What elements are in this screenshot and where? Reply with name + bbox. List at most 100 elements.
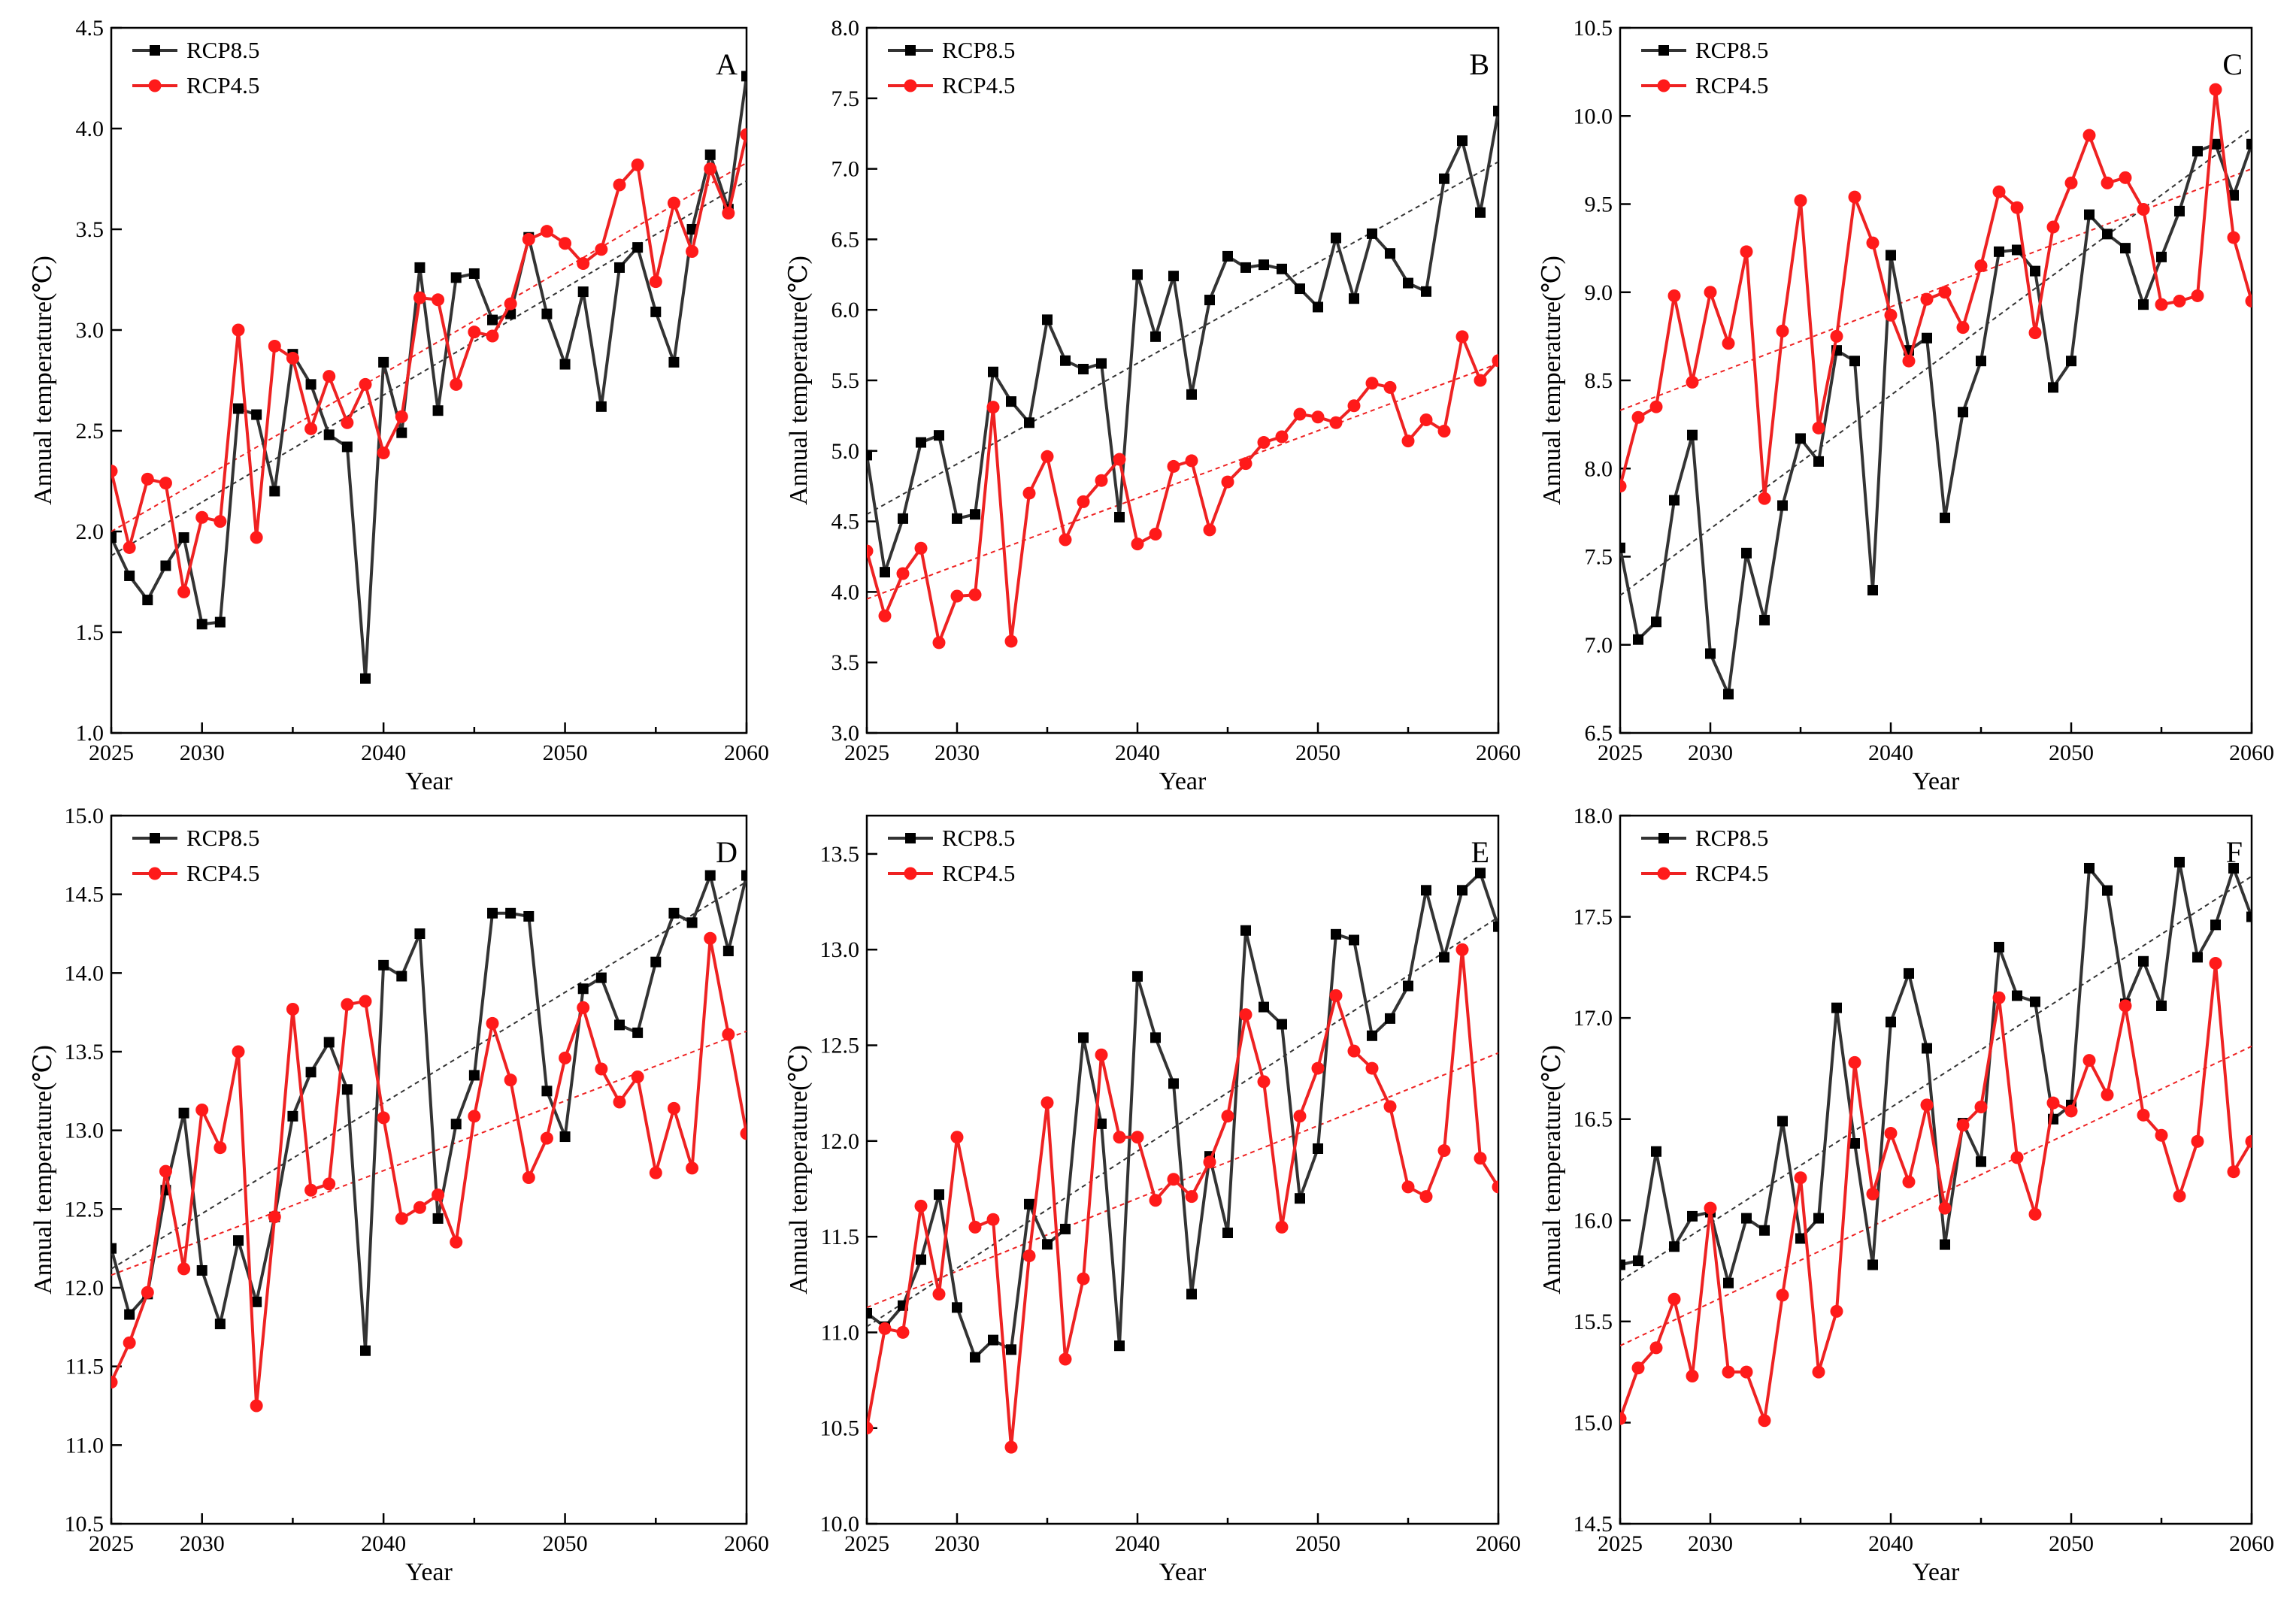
y-tick-label: 16.0 [1574, 1208, 1613, 1233]
data-point-square [2066, 356, 2076, 367]
data-point-circle [704, 931, 717, 945]
data-point-circle [1040, 1096, 1054, 1110]
data-point-circle [2209, 83, 2222, 96]
series-line-rcp45 [1620, 88, 2252, 501]
data-point-circle [1455, 330, 1469, 344]
data-point-circle [2137, 203, 2150, 217]
data-point-circle [649, 1166, 662, 1179]
y-tick-label: 14.5 [1574, 1512, 1613, 1537]
y-tick-label: 14.5 [65, 883, 105, 907]
x-tick-label: 2030 [180, 1531, 225, 1556]
data-point-circle [577, 257, 590, 271]
legend-marker-square [1658, 833, 1669, 843]
data-point-circle [1022, 486, 1036, 500]
data-point-circle [1077, 495, 1090, 508]
panel-d: 10.5 11.0 11.5 12.0 12.5 13.0 13.5 14.0 14.5 15.0… [29, 804, 769, 1586]
x-tick-label: 2050 [2049, 1531, 2094, 1556]
data-point-circle [1329, 989, 1343, 1002]
data-point-square [1349, 934, 1359, 946]
data-point-circle [2010, 201, 2024, 214]
data-point-square [916, 1254, 926, 1265]
legend-marker-square [905, 833, 916, 843]
data-point-circle [1974, 259, 1988, 273]
data-point-square [1651, 1146, 1661, 1157]
data-point-square [1078, 1032, 1089, 1043]
data-point-square [2048, 382, 2058, 393]
legend: RCP8.5 RCP4.5 [132, 825, 259, 886]
data-point-square [1186, 389, 1197, 400]
data-point-circle [559, 237, 572, 250]
data-point-square [686, 224, 698, 235]
series-line-rcp85 [867, 111, 1498, 574]
data-point-circle [1365, 377, 1379, 390]
data-point-circle [1437, 1144, 1451, 1158]
data-point-square [1922, 1043, 1932, 1054]
data-point-square [305, 379, 317, 390]
data-point-circle [1704, 286, 1717, 299]
legend: RCP8.5 RCP4.5 [1641, 825, 1768, 886]
data-point-square [541, 1086, 553, 1097]
series-line-rcp45 [867, 948, 1498, 1449]
data-point-circle [141, 1285, 154, 1299]
data-point-circle [2191, 289, 2204, 302]
trend-line-rcp45 [1620, 1045, 2252, 1347]
legend-label: RCP8.5 [186, 825, 259, 851]
y-tick-label: 3.0 [831, 721, 860, 746]
data-point-circle [2227, 1165, 2240, 1179]
data-point-square [1331, 928, 1341, 940]
data-point-square [1168, 271, 1179, 282]
data-point-circle [559, 1051, 572, 1064]
data-point-circle [1275, 430, 1289, 444]
data-point-square [1439, 952, 1449, 963]
data-point-circle [159, 1164, 172, 1178]
data-point-circle [1794, 194, 1807, 207]
data-point-circle [1492, 1180, 1498, 1194]
y-tick-label: 4.5 [831, 510, 860, 534]
legend-label: RCP8.5 [942, 825, 1015, 851]
data-point-circle [1004, 634, 1018, 648]
data-point-circle [740, 1127, 747, 1140]
data-point-square [323, 1037, 335, 1048]
data-point-square [541, 308, 553, 319]
y-tick-label: 18.0 [1574, 804, 1613, 828]
data-point-circle [214, 1141, 227, 1155]
data-point-square [1475, 207, 1486, 218]
data-point-square [2228, 862, 2239, 874]
data-point-square [1849, 1138, 1860, 1149]
plot-frame [865, 814, 1500, 1525]
data-point-circle [1722, 337, 1735, 350]
data-point-square [1759, 614, 1770, 625]
x-tick-label: 2040 [1115, 1531, 1160, 1556]
data-point-circle [2137, 1108, 2150, 1122]
panel-b: 3.0 3.5 4.0 4.5 5.0 5.5 6.0 6.5 7.0 7.5 8.0 2025 203… [785, 16, 1521, 795]
data-point-square [1060, 355, 1071, 366]
x-axis-title: Year [1159, 1558, 1207, 1586]
data-point-square [1457, 885, 1468, 896]
data-point-square [487, 907, 498, 919]
data-point-circle [323, 370, 336, 383]
data-point-square [2084, 209, 2095, 220]
data-point-square [450, 272, 462, 283]
data-point-circle [1884, 1127, 1898, 1140]
data-point-circle [1848, 190, 1861, 204]
data-point-square [360, 1345, 371, 1356]
data-point-circle [395, 1212, 408, 1225]
data-point-square [1705, 648, 1716, 659]
data-point-square [2012, 244, 2022, 256]
data-point-circle [1758, 1414, 1771, 1428]
x-tick-label: 2060 [2229, 1531, 2274, 1556]
y-tick-label: 10.0 [820, 1512, 860, 1537]
x-tick-label: 2040 [1868, 1531, 1913, 1556]
data-point-circle [268, 1210, 281, 1224]
data-point-circle [686, 244, 699, 258]
data-point-square [2174, 856, 2185, 868]
data-point-square [916, 437, 926, 448]
data-point-circle [2191, 1134, 2204, 1148]
legend-label: RCP8.5 [1695, 37, 1768, 63]
data-point-square [432, 405, 444, 416]
data-point-square [1060, 1223, 1071, 1234]
data-point-square [686, 917, 698, 928]
data-point-circle [304, 422, 318, 435]
data-point-square [1259, 1001, 1269, 1013]
data-point-circle [195, 510, 209, 524]
